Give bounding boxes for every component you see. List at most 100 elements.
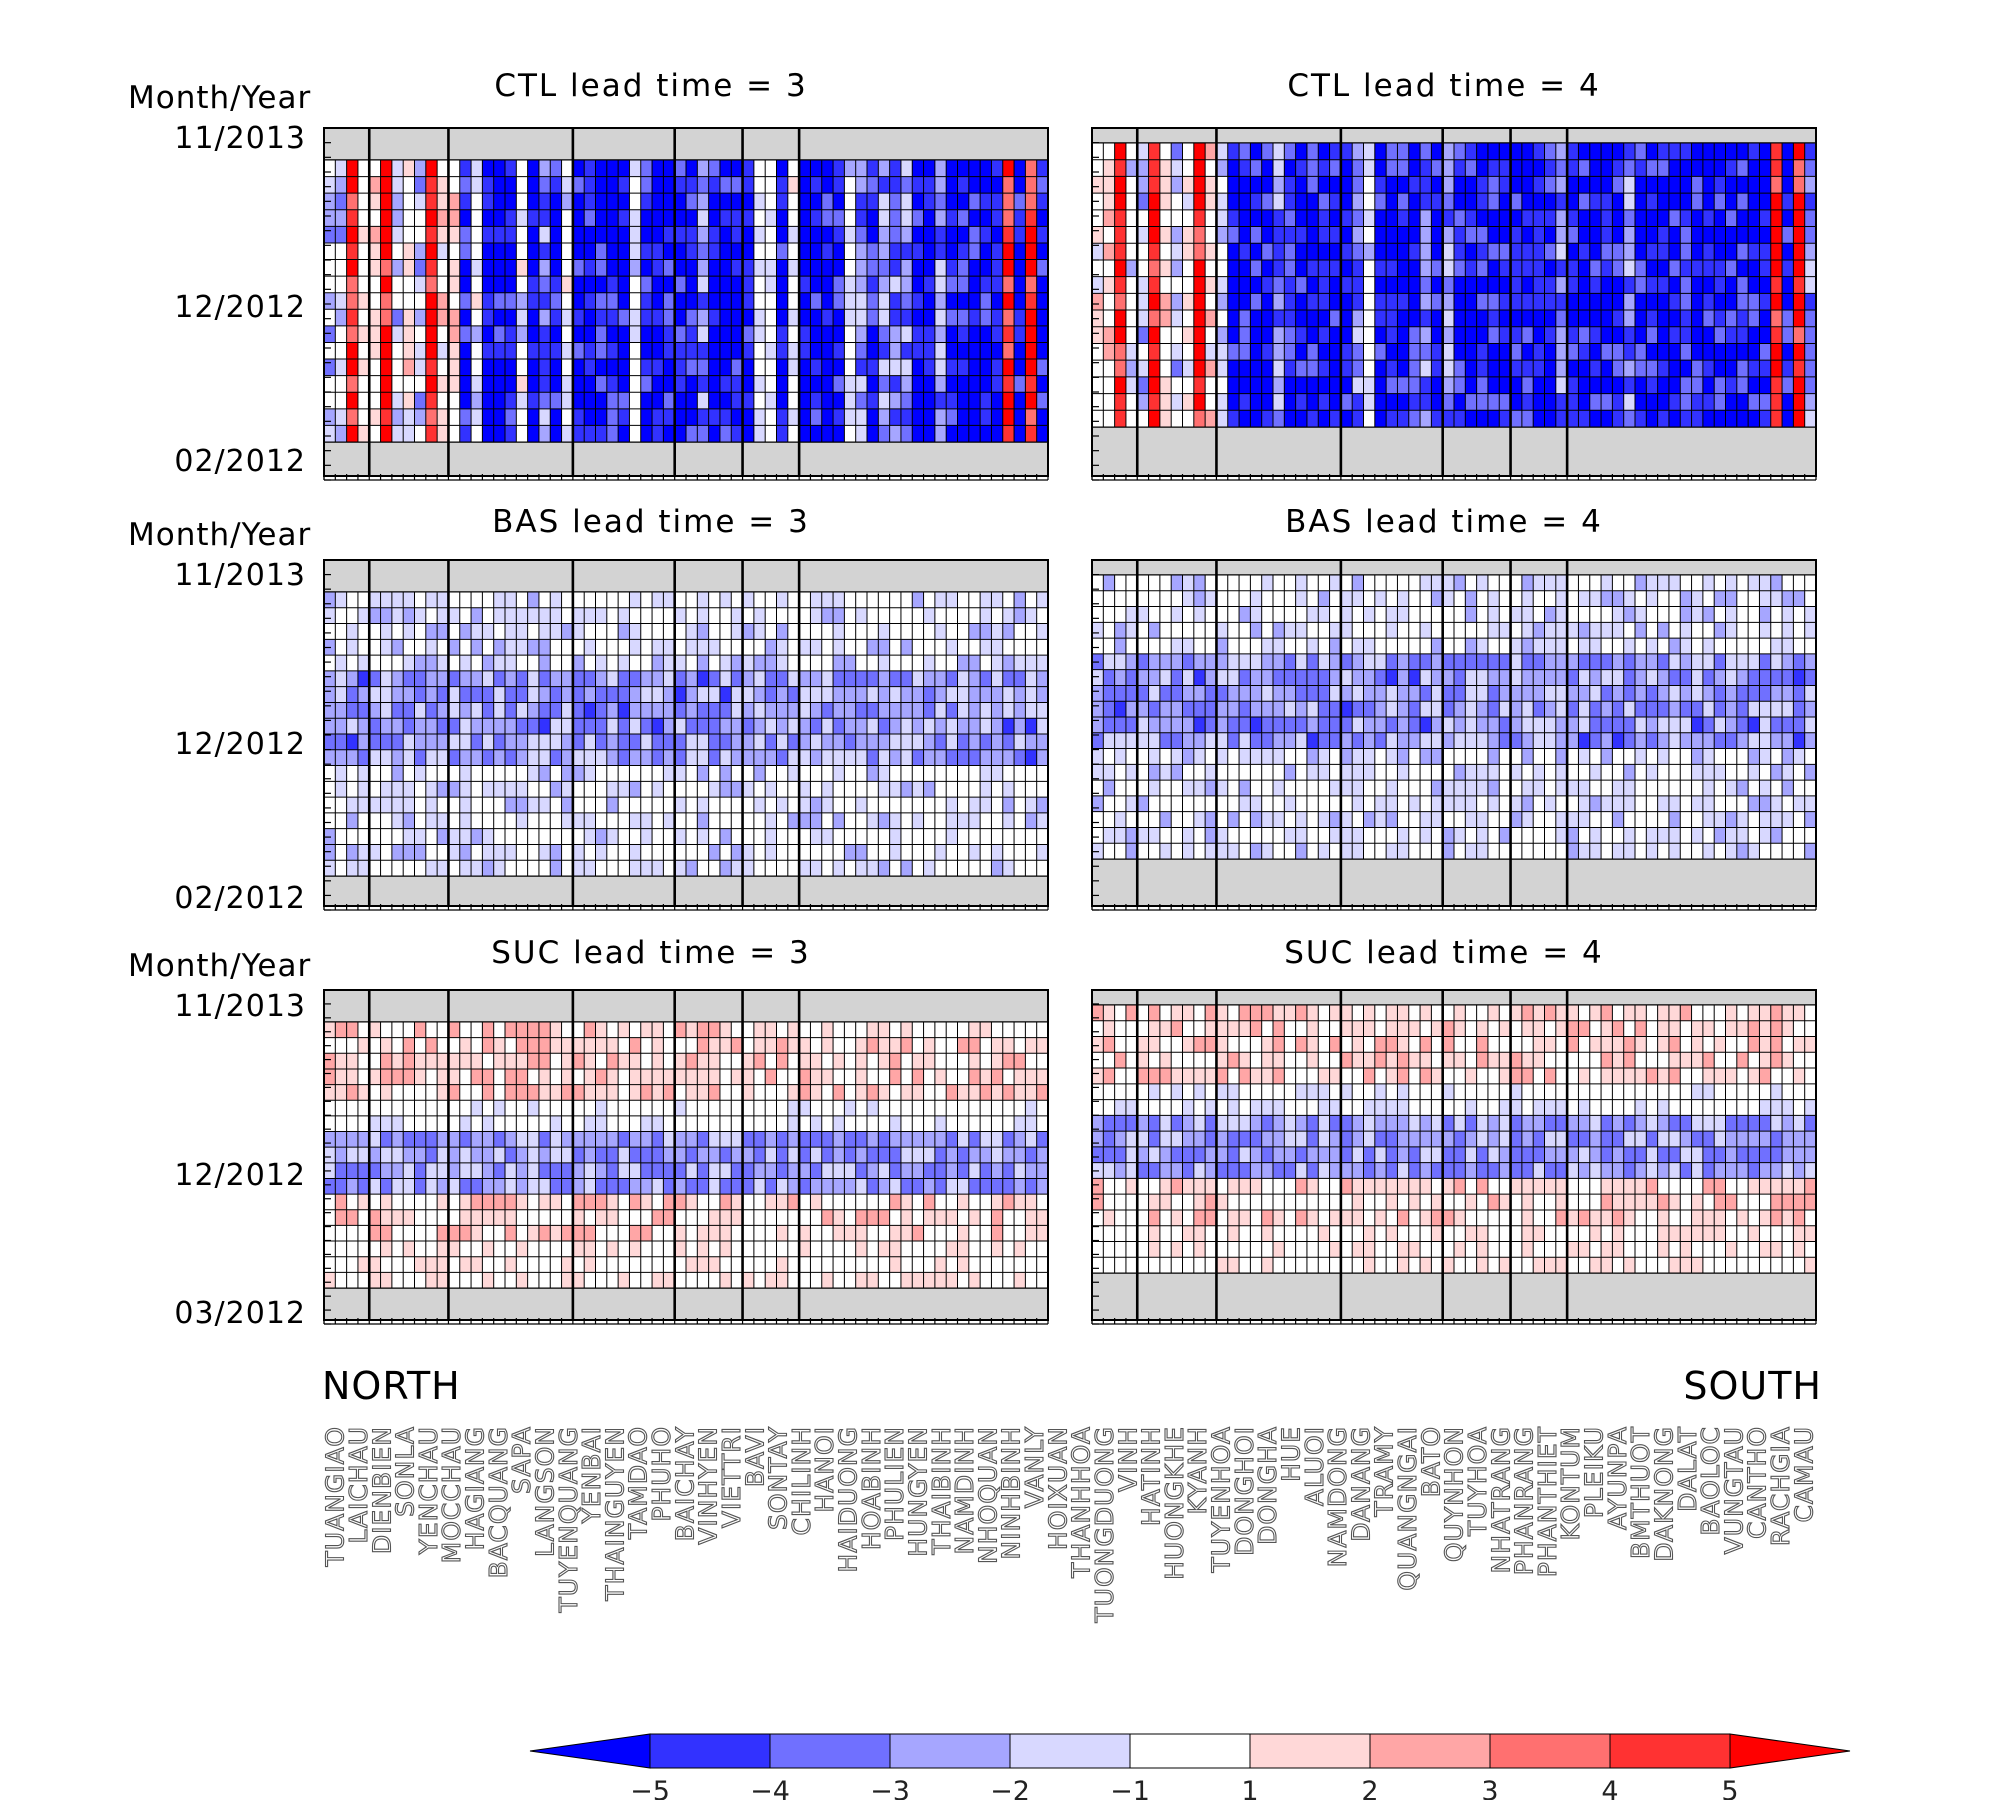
heatmap-cell — [1567, 685, 1579, 702]
heatmap-cell — [708, 592, 721, 609]
heatmap-cell — [414, 702, 427, 719]
heatmap-cell — [629, 749, 642, 766]
heatmap-cell — [799, 860, 811, 877]
heatmap-cell — [810, 1084, 823, 1101]
heatmap-cell — [1510, 293, 1523, 311]
heatmap-cell — [550, 828, 562, 845]
heatmap-cell — [561, 1053, 574, 1070]
panel-top-band — [323, 559, 1049, 593]
heatmap-cell — [1092, 575, 1104, 592]
heatmap-cell — [776, 765, 789, 782]
heatmap-cell — [753, 292, 766, 310]
heatmap-cell — [1092, 764, 1104, 781]
heatmap-cell — [1125, 843, 1138, 860]
heatmap-cell — [448, 176, 461, 194]
heatmap-cell — [889, 812, 902, 830]
heatmap-cell — [663, 226, 676, 244]
heatmap-cell — [787, 765, 800, 782]
heatmap-cell — [1510, 343, 1523, 361]
heatmap-cell — [1782, 143, 1794, 161]
heatmap-cell — [1601, 410, 1613, 428]
heatmap-cell — [1250, 326, 1263, 344]
heatmap-cell — [1612, 843, 1625, 860]
heatmap-cell — [561, 639, 574, 656]
heatmap-cell — [708, 375, 721, 393]
heatmap-cell — [957, 325, 970, 343]
heatmap-cell — [459, 749, 472, 766]
heatmap-cell — [369, 828, 381, 845]
heatmap-cell — [629, 226, 642, 244]
heatmap-cell — [1239, 259, 1251, 278]
heatmap-cell — [867, 1115, 879, 1132]
heatmap-cell — [1476, 638, 1489, 655]
heatmap-cell — [1431, 326, 1444, 344]
heatmap-cell — [1465, 827, 1478, 844]
heatmap-cell — [1261, 795, 1274, 813]
heatmap-cell — [957, 392, 970, 410]
heatmap-cell — [1680, 843, 1692, 860]
heatmap-cell — [1125, 717, 1138, 734]
heatmap-cell — [742, 1022, 755, 1039]
heatmap-cell — [1363, 843, 1376, 860]
heatmap-cell — [1487, 606, 1500, 623]
heatmap-cell — [1182, 653, 1195, 671]
heatmap-cell — [742, 375, 755, 393]
heatmap-cell — [1092, 343, 1104, 361]
heatmap-cell — [923, 781, 936, 798]
heatmap-cell — [867, 392, 879, 410]
heatmap-cell — [369, 844, 381, 861]
heatmap-cell — [912, 242, 924, 260]
heatmap-cell — [1193, 310, 1206, 328]
heatmap-cell — [1454, 748, 1466, 765]
heatmap-cell — [968, 702, 981, 719]
heatmap-cell — [912, 670, 924, 688]
heatmap-cell — [900, 1115, 913, 1132]
heatmap-cell — [1306, 717, 1319, 734]
heatmap-cell — [1476, 360, 1489, 378]
heatmap-cell — [686, 686, 698, 703]
heatmap-cell — [1759, 410, 1772, 428]
heatmap-cell — [867, 718, 879, 735]
heatmap-cell — [1363, 827, 1376, 844]
heatmap-cell — [1002, 342, 1015, 360]
heatmap-cell — [753, 734, 766, 751]
heatmap-cell — [1148, 360, 1161, 378]
heatmap-cell — [1533, 393, 1545, 411]
heatmap-cell — [968, 765, 981, 782]
heatmap-cell — [1465, 685, 1478, 702]
heatmap-cell — [799, 425, 811, 443]
heatmap-cell — [1680, 638, 1692, 655]
heatmap-cell — [618, 309, 630, 327]
heatmap-cell — [652, 749, 664, 766]
heatmap-cell — [346, 860, 359, 877]
heatmap-cell — [844, 1084, 857, 1101]
heatmap-cell — [923, 408, 936, 426]
heatmap-cell — [606, 209, 619, 227]
heatmap-cell — [572, 160, 585, 177]
heatmap-cell — [753, 1053, 766, 1070]
heatmap-cell — [629, 1068, 642, 1085]
heatmap-cell — [731, 670, 743, 688]
heatmap-cell — [561, 325, 574, 343]
heatmap-cell — [538, 655, 551, 672]
heatmap-cell — [934, 193, 947, 211]
heatmap-cell — [652, 670, 664, 688]
heatmap-cell — [889, 276, 902, 294]
heatmap-cell — [708, 226, 721, 244]
heatmap-cell — [1657, 360, 1670, 378]
heatmap-cell — [946, 226, 958, 244]
heatmap-cell — [1014, 1084, 1026, 1101]
heatmap-cell — [1555, 326, 1568, 344]
heatmap-cell — [719, 160, 732, 177]
heatmap-cell — [448, 226, 461, 244]
heatmap-cell — [1159, 843, 1172, 860]
heatmap-cell — [1748, 176, 1760, 194]
heatmap-cell — [1261, 575, 1274, 592]
heatmap-cell — [957, 193, 970, 211]
heatmap-cell — [889, 702, 902, 719]
heatmap-cell — [889, 1084, 902, 1101]
heatmap-cell — [346, 686, 359, 703]
heatmap-cell — [403, 276, 415, 294]
heatmap-cell — [629, 860, 642, 877]
heatmap-cell — [980, 226, 992, 244]
